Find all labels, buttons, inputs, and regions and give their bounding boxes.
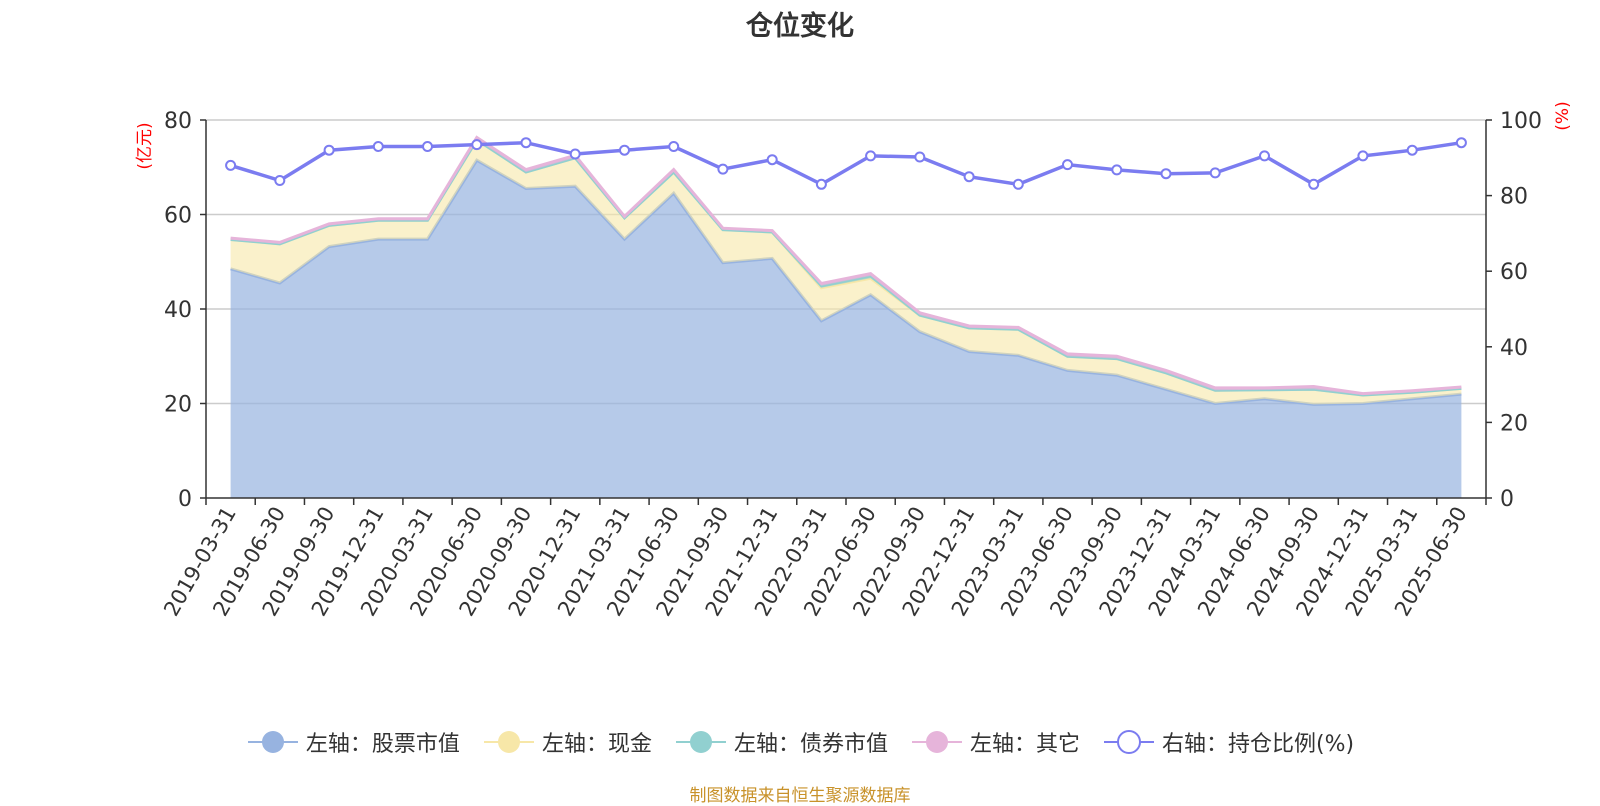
left-axis-label: (亿元) bbox=[135, 122, 155, 169]
left-tick-label: 80 bbox=[164, 109, 192, 134]
source-note: 制图数据来自恒生聚源数据库 bbox=[689, 786, 911, 806]
right-axis-label: (%) bbox=[1553, 101, 1573, 130]
left-tick-label: 40 bbox=[164, 298, 192, 323]
ratio-point bbox=[815, 178, 827, 190]
ratio-point bbox=[619, 144, 630, 156]
ratio-point bbox=[225, 159, 237, 171]
legend-swatch bbox=[1103, 730, 1154, 754]
right-tick-label: 40 bbox=[1500, 336, 1528, 361]
legend-label: 左轴：债券市值 bbox=[733, 732, 888, 757]
right-tick-label: 80 bbox=[1500, 185, 1528, 210]
area-edge-series-4 bbox=[230, 135, 1462, 396]
ratio-point bbox=[1111, 164, 1123, 176]
ratio-point bbox=[766, 154, 778, 166]
ratio-point bbox=[1455, 137, 1467, 149]
legend-swatch bbox=[675, 731, 726, 753]
ratio-point bbox=[1209, 167, 1221, 179]
legend-label: 右轴：持仓比例(%) bbox=[1161, 732, 1355, 757]
legend-item[interactable]: 左轴：现金 bbox=[482, 726, 652, 758]
ratio-line bbox=[225, 137, 1467, 190]
stacked-areas bbox=[230, 135, 1462, 498]
chart-title: 仓位变化 bbox=[746, 11, 854, 42]
chart-plot: 0204060800204060801002019-03-312019-06-3… bbox=[135, 101, 1573, 620]
ratio-point bbox=[914, 151, 926, 163]
ratio-point bbox=[422, 141, 433, 152]
ratio-point bbox=[323, 144, 335, 156]
left-tick-label: 20 bbox=[164, 393, 192, 418]
ratio-point bbox=[1062, 159, 1073, 171]
ratio-point bbox=[471, 139, 483, 151]
legend: 左轴：股票市值 左轴：现金 左轴：债券市值 左轴：其它 右轴：持仓比例(%) bbox=[0, 722, 1600, 762]
ratio-point bbox=[865, 150, 877, 162]
right-tick-label: 0 bbox=[1500, 487, 1514, 512]
legend-label: 左轴：其它 bbox=[969, 732, 1080, 757]
area-series-1 bbox=[230, 160, 1462, 498]
legend-swatch bbox=[911, 731, 962, 753]
left-tick-label: 0 bbox=[178, 487, 192, 512]
legend-item[interactable]: 左轴：其它 bbox=[910, 726, 1080, 758]
ratio-point bbox=[1012, 178, 1024, 190]
ratio-point bbox=[717, 163, 729, 175]
ratio-point bbox=[1160, 168, 1172, 180]
legend-item[interactable]: 左轴：股票市值 bbox=[246, 726, 460, 758]
legend-label: 左轴：现金 bbox=[541, 732, 652, 757]
ratio-point bbox=[1406, 144, 1418, 156]
ratio-point bbox=[963, 171, 975, 183]
legend-item[interactable]: 右轴：持仓比例(%) bbox=[1102, 726, 1354, 758]
ratio-line-path bbox=[230, 140, 1462, 187]
ratio-point bbox=[569, 148, 581, 160]
ratio-point bbox=[274, 175, 286, 186]
legend-swatch bbox=[483, 731, 534, 753]
legend-item[interactable]: 左轴：债券市值 bbox=[674, 726, 888, 758]
legend-swatch bbox=[247, 731, 298, 753]
right-tick-label: 20 bbox=[1500, 411, 1528, 436]
ratio-point bbox=[520, 137, 532, 149]
right-tick-label: 60 bbox=[1500, 260, 1528, 285]
ratio-point bbox=[1259, 150, 1270, 162]
legend-label: 左轴：股票市值 bbox=[305, 732, 460, 757]
ratio-point bbox=[372, 141, 384, 152]
ratio-point bbox=[1357, 150, 1369, 162]
ratio-point bbox=[668, 141, 680, 152]
left-tick-label: 60 bbox=[164, 204, 192, 229]
right-tick-label: 100 bbox=[1500, 109, 1542, 134]
ratio-point bbox=[1308, 178, 1320, 190]
